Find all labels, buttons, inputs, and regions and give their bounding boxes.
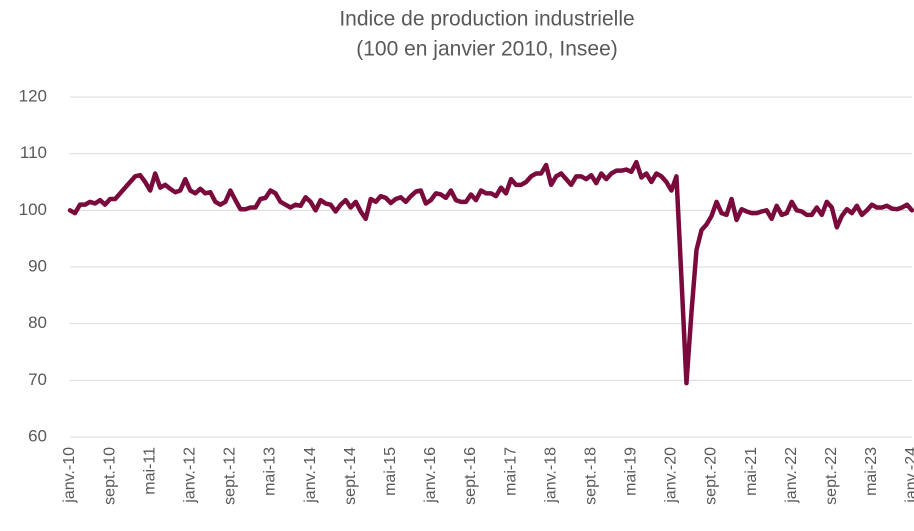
- x-tick-label: mai-23: [863, 447, 880, 496]
- x-tick-label: sept.-16: [462, 447, 479, 505]
- y-tick-label: 70: [28, 370, 47, 389]
- x-tick-label: sept.-18: [582, 447, 599, 505]
- x-tick-label: mai-11: [141, 447, 158, 495]
- x-tick-label: mai-15: [382, 447, 399, 496]
- x-tick-label: mai-17: [502, 447, 519, 496]
- x-tick-label: mai-13: [262, 447, 279, 496]
- y-tick-label: 120: [19, 86, 47, 105]
- x-tick-label: sept.-14: [342, 447, 359, 505]
- x-tick-label: sept.-12: [222, 447, 239, 505]
- y-tick-label: 110: [20, 143, 47, 162]
- x-tick-label: janv.-12: [182, 447, 199, 504]
- x-tick-label: sept.-22: [823, 447, 840, 505]
- x-tick-label: janv.-20: [663, 447, 680, 504]
- x-tick-label: janv.-10: [61, 447, 78, 504]
- x-tick-label: janv.-18: [542, 447, 559, 504]
- x-tick-label: janv.-24: [903, 447, 914, 504]
- y-tick-label: 90: [28, 256, 47, 275]
- x-tick-label: janv.-16: [422, 447, 439, 504]
- data-line: [67, 159, 914, 386]
- x-tick-label: mai-21: [743, 447, 760, 496]
- x-tick-label: sept.-10: [101, 447, 118, 505]
- x-tick-label: sept.-20: [703, 447, 720, 505]
- x-tick-label: janv.-14: [302, 447, 319, 504]
- chart-subtitle: (100 en janvier 2010, Insee): [356, 38, 618, 61]
- x-tick-label: mai-19: [623, 447, 640, 496]
- x-tick-label: janv.-22: [783, 447, 800, 504]
- y-tick-label: 100: [19, 200, 47, 219]
- y-tick-label: 80: [28, 313, 47, 332]
- chart-title: Indice de production industrielle: [339, 8, 634, 31]
- y-tick-label: 60: [28, 426, 47, 445]
